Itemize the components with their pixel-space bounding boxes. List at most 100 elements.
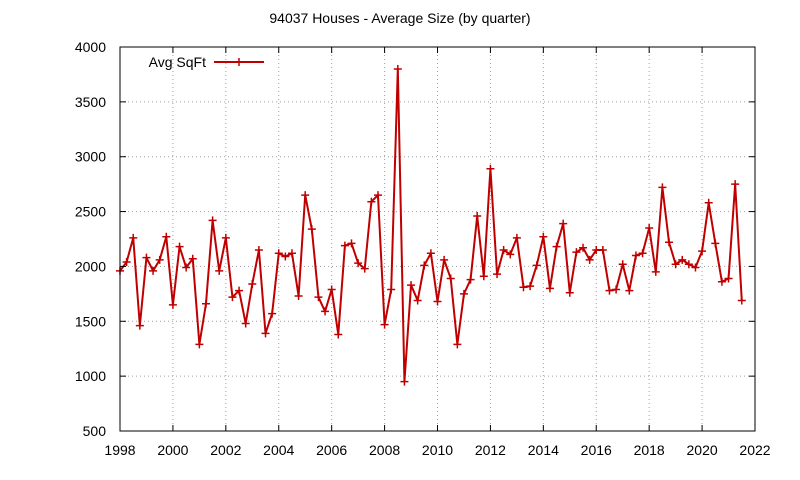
data-point: [274, 249, 283, 258]
grid: [120, 47, 755, 431]
data-point: [400, 377, 409, 386]
data-point: [407, 281, 416, 290]
data-point: [711, 239, 720, 248]
y-tick-label: 4000: [75, 39, 106, 55]
data-point: [678, 255, 687, 264]
data-point: [453, 340, 462, 349]
y-tick-label: 1000: [75, 368, 106, 384]
data-point: [347, 239, 356, 248]
data-point: [506, 250, 515, 259]
data-point: [638, 249, 647, 258]
data-point: [665, 238, 674, 247]
data-point: [499, 245, 508, 254]
data-point: [446, 274, 455, 283]
x-tick-label: 2008: [369, 442, 400, 458]
data-point: [248, 279, 257, 288]
data-point: [354, 259, 363, 268]
data-point: [261, 329, 270, 338]
data-point: [598, 245, 607, 254]
data-point: [466, 275, 475, 284]
x-tick-label: 2022: [739, 442, 770, 458]
data-point: [552, 242, 561, 251]
x-tick-label: 2002: [210, 442, 241, 458]
legend-label: Avg SqFt: [149, 54, 206, 70]
data-point: [671, 260, 680, 269]
data-point: [175, 242, 184, 251]
data-point: [459, 289, 468, 298]
data-point: [605, 286, 614, 295]
legend: Avg SqFt: [149, 54, 264, 70]
data-point: [585, 255, 594, 264]
series-layer: [116, 64, 746, 386]
data-point: [413, 296, 422, 305]
data-point: [724, 274, 733, 283]
data-point: [307, 225, 316, 234]
x-tick-label: 2000: [157, 442, 188, 458]
x-tick-label: 2014: [528, 442, 559, 458]
legend-marker: [235, 58, 243, 66]
x-tick-label: 1998: [104, 442, 135, 458]
x-tick-label: 2020: [687, 442, 718, 458]
data-point: [393, 64, 402, 73]
data-point: [235, 286, 244, 295]
data-point: [698, 247, 707, 256]
data-point: [658, 183, 667, 192]
data-point: [241, 319, 250, 328]
data-point: [135, 321, 144, 330]
data-point: [479, 272, 488, 281]
data-point: [201, 299, 210, 308]
data-point: [565, 288, 574, 297]
data-point: [294, 292, 303, 301]
data-point: [420, 261, 429, 270]
x-tick-label: 2006: [316, 442, 347, 458]
data-point: [519, 283, 528, 292]
data-point: [512, 233, 521, 242]
data-point: [314, 293, 323, 302]
axis-ticks: 1998 2000 2002 2004 2006 2008 2010 2012 2014 2016…: [75, 39, 771, 458]
data-point: [612, 285, 621, 294]
data-point: [486, 164, 495, 173]
data-point: [301, 191, 310, 200]
chart-title: 94037 Houses - Average Size (by quarter): [269, 10, 530, 26]
data-point: [433, 297, 442, 306]
data-point: [473, 211, 482, 220]
data-point: [360, 264, 369, 273]
data-point: [188, 254, 197, 263]
y-tick-label: 3000: [75, 149, 106, 165]
data-point: [142, 253, 151, 262]
data-point: [228, 293, 237, 302]
data-point: [155, 255, 164, 264]
data-point: [129, 233, 138, 242]
data-point: [208, 216, 217, 225]
data-point: [440, 255, 449, 264]
data-point: [545, 284, 554, 293]
data-point: [340, 241, 349, 250]
x-tick-label: 2004: [263, 442, 294, 458]
data-point: [691, 263, 700, 272]
data-point: [321, 307, 330, 316]
data-point: [539, 232, 548, 241]
data-point: [579, 243, 588, 252]
data-point: [149, 266, 158, 275]
data-point: [625, 286, 634, 295]
data-point: [168, 300, 177, 309]
data-point: [704, 198, 713, 207]
data-point: [426, 249, 435, 258]
x-tick-label: 2010: [422, 442, 453, 458]
data-point: [731, 180, 740, 189]
data-point: [254, 245, 263, 254]
data-point: [387, 285, 396, 294]
x-tick-label: 2018: [634, 442, 665, 458]
data-point: [631, 251, 640, 260]
data-point: [182, 263, 191, 272]
data-point: [367, 197, 376, 206]
data-point: [373, 191, 382, 200]
data-point: [327, 285, 336, 294]
x-tick-label: 2012: [475, 442, 506, 458]
x-tick-label: 2016: [581, 442, 612, 458]
data-point: [122, 258, 131, 267]
data-point: [287, 249, 296, 258]
data-point: [559, 219, 568, 228]
